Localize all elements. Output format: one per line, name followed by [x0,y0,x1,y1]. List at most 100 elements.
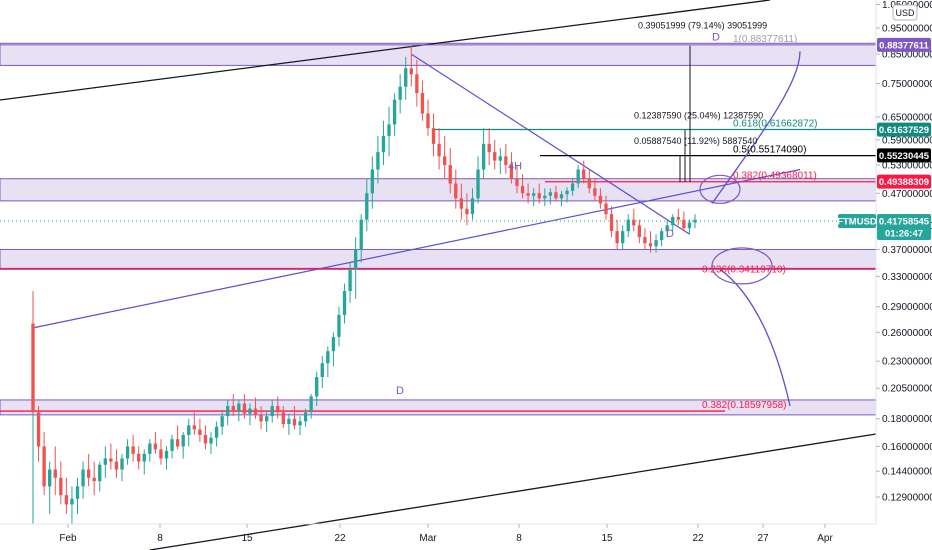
price-tag-box [877,148,931,163]
candle [693,214,697,229]
candle-body [109,458,113,462]
candle [353,237,358,299]
candle [331,332,336,367]
y-tick-label: 0.26000000 [882,328,932,339]
annotation-label: D [666,228,674,240]
measurement-label: 0.39051999 (79.14%) 39051999 [638,21,767,31]
candle-body [565,190,569,195]
candle [648,231,653,253]
candle-body [554,192,558,199]
candle-body [526,193,530,196]
candle [98,461,102,492]
candles-layer [31,45,697,524]
candle-body [454,183,458,199]
currency-badge-box [892,4,918,21]
candle-body [326,351,330,364]
candle [103,446,107,478]
y-tick-label: 0.65000000 [882,113,932,124]
candle-body [348,269,352,292]
candle [209,432,213,454]
candle [515,165,519,194]
candle-body [70,498,74,505]
symbol-tag-label: FTMUSD [837,217,877,228]
candle-body [621,231,625,244]
candle-body [337,314,341,337]
candle-body [448,165,452,184]
x-tick-label: Feb [59,533,77,544]
candle-body [559,194,564,199]
x-tick-label: 8 [516,533,522,544]
candle [159,439,163,465]
price-tag-value: 0.41758545 [879,217,930,228]
annotation-label: 4H [508,161,522,173]
candle-body [131,446,135,454]
candle-body [331,336,336,352]
candle-body [576,169,580,184]
candle-body [587,178,591,189]
candle [220,411,224,435]
candle [576,165,580,189]
price-tag-box [877,37,931,52]
candle-body [637,225,642,238]
candle [476,156,480,204]
candle [226,399,230,426]
candle-body [370,169,375,194]
fib-level-label: 0.618(0.61662872) [733,118,818,129]
x-axis-ticks[interactable]: Feb 8 15 22 Mar 8 15 22 27 Apr [59,524,833,544]
y-tick-label: 0.29000000 [882,302,932,313]
candle-body [476,169,480,199]
candle [493,139,497,170]
candle [114,449,119,478]
candle-body [220,416,224,427]
candle-body [303,412,308,422]
candle-body [643,237,647,244]
candle [270,399,274,423]
channel-lower-line [149,433,877,550]
candle-body [203,434,208,444]
candle-body [64,495,69,505]
candle-body [142,453,146,462]
fib-level-label: 0.236(0.34119710) [702,265,786,276]
candle [31,291,35,413]
candle-body [192,425,196,430]
candle [75,477,80,515]
candle-body [409,68,413,75]
currency-badge[interactable]: USD [892,4,918,21]
x-tick-label: 27 [757,533,769,544]
y-tick-label: 0.95000000 [882,23,932,34]
candle [415,59,419,107]
annotation-label: D [396,385,404,397]
candle-body [593,188,597,196]
candle-body [687,222,692,229]
candle-body [537,193,541,199]
candle-body [309,396,313,413]
candle [175,425,180,450]
candle [570,178,575,196]
overlays-layer: 1(0.88377611) 0.618(0.61662872) 0.5(0.5517… [0,21,876,411]
candle [170,434,174,459]
fib-level-label: 0.382(0.18597958) [702,400,787,411]
candle-body [320,363,324,378]
candle [409,45,413,87]
candle [593,178,597,201]
price-tag-box [877,122,931,137]
candle [442,135,447,179]
candle-body [315,377,319,397]
y-axis-ticks[interactable]: 1.050000000.950000000.850000000.75000000… [876,0,932,504]
x-tick-label: Mar [419,533,437,544]
descending-trendline [410,53,690,235]
y-tick-label: 0.47000000 [882,189,932,200]
candle [137,446,141,470]
candle [659,228,664,247]
candle-body [398,86,402,100]
candle [437,128,441,170]
candle-body [103,458,107,465]
candle-body [125,446,130,459]
candle-body [214,426,219,438]
candle [398,74,402,114]
candle [554,185,558,201]
candle [426,99,430,136]
y-tick-label: 0.18000000 [882,414,932,425]
